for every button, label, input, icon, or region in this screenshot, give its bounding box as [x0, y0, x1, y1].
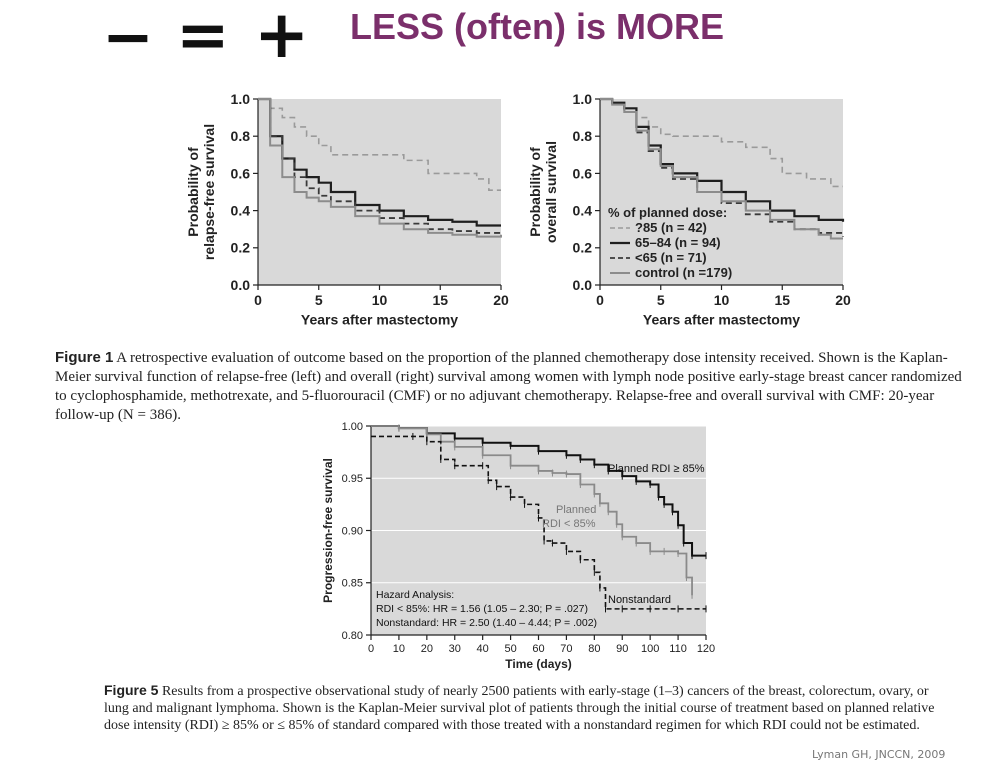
figure5-progression-free-chart: 0.80 0.85 0.90 0.95 1.00 0 10 20 30 40 50 60 70 80 90 1…: [321, 421, 715, 671]
x-tick-label: 15: [432, 292, 448, 308]
y-tick-label: 1.0: [573, 91, 593, 107]
series-line-dash-light: [258, 98, 501, 191]
series-line-dash-light: [600, 98, 843, 188]
y-tick-label: 1.00: [342, 421, 363, 433]
legend-title: % of planned dose:: [608, 205, 727, 220]
figure5-label: Figure 5: [104, 682, 159, 698]
x-tick-label: 5: [315, 292, 323, 308]
x-tick-label: 15: [774, 292, 790, 308]
y-axis-label: overall survival: [543, 141, 559, 243]
x-tick-label: 10: [393, 643, 405, 655]
hazard-analysis-line: RDI < 85%: HR = 1.56 (1.05 – 2.30; P = .…: [376, 603, 588, 615]
y-tick-label: 1.0: [231, 91, 251, 107]
series-line-rdi-low: [371, 425, 693, 596]
x-tick-label: 10: [714, 292, 730, 308]
y-tick-label: 0.8: [231, 128, 251, 144]
y-tick-label: 0.0: [573, 277, 593, 293]
x-tick-label: 0: [596, 292, 604, 308]
legend-label: <65 (n = 71): [635, 250, 707, 265]
x-tick-label: 20: [835, 292, 851, 308]
x-tick-label: 30: [449, 643, 461, 655]
figure1-text: A retrospective evaluation of outcome ba…: [55, 350, 962, 423]
equals-symbol: =: [176, 0, 230, 73]
x-axis-label: Years after mastectomy: [643, 311, 800, 327]
y-tick-label: 0.2: [231, 240, 251, 256]
y-axis-label: Progression-free survival: [321, 458, 335, 603]
x-tick-label: 10: [372, 292, 388, 308]
y-tick-label: 0.90: [342, 525, 363, 537]
y-axis-label: relapse-free survival: [201, 124, 217, 260]
source-citation: Lyman GH, JNCCN, 2009: [812, 748, 946, 761]
x-tick-label: 40: [477, 643, 489, 655]
x-tick-label: 110: [669, 643, 687, 655]
figure1-relapse-free-chart: 0.0 0.2 0.4 0.6 0.8 1.0 0 5 10 15 20 Years after ma…: [185, 91, 509, 327]
x-tick-label: 90: [616, 643, 628, 655]
x-tick-label: 80: [588, 643, 600, 655]
x-tick-label: 50: [504, 643, 516, 655]
y-axis-label: Probability of: [185, 147, 201, 237]
plus-symbol: +: [254, 0, 310, 73]
y-tick-label: 0.8: [573, 128, 593, 144]
hazard-analysis-line: Nonstandard: HR = 2.50 (1.40 – 4.44; P =…: [376, 617, 597, 629]
y-tick-label: 0.80: [342, 630, 363, 642]
figure1-overall-survival-chart: 0.0 0.2 0.4 0.6 0.8 1.0 0 5 10 15 20 Years after ma…: [527, 91, 851, 327]
series-label-rdi-high: Planned RDI ≥ 85%: [608, 463, 705, 475]
series-line-dash-dark: [258, 98, 502, 234]
y-tick-label: 0.6: [573, 165, 593, 181]
series-label-nonstandard: Nonstandard: [608, 594, 671, 606]
x-axis-label: Years after mastectomy: [301, 311, 458, 327]
y-tick-label: 0.85: [342, 578, 363, 590]
y-tick-label: 0.6: [231, 165, 251, 181]
figure1-label: Figure 1: [55, 349, 114, 366]
x-tick-label: 70: [560, 643, 572, 655]
series-line-solid-light: [600, 98, 843, 240]
y-tick-label: 0.4: [231, 203, 251, 219]
series-label-rdi-low: RDI < 85%: [542, 518, 596, 530]
legend-label: control (n =179): [635, 265, 732, 280]
legend-label: 65–84 (n = 94): [635, 235, 721, 250]
legend-label: ?85 (n = 42): [635, 220, 707, 235]
series-line-solid-dark: [600, 97, 845, 222]
x-tick-label: 60: [532, 643, 544, 655]
figure5-caption: Figure 5 Results from a prospective obse…: [104, 682, 944, 734]
x-tick-label: 20: [421, 643, 433, 655]
x-tick-label: 20: [493, 292, 509, 308]
series-line-solid-light: [258, 98, 502, 238]
figure5-text: Results from a prospective observational…: [104, 684, 935, 733]
y-tick-label: 0.4: [573, 203, 593, 219]
hazard-analysis-line: Hazard Analysis:: [376, 589, 454, 601]
x-axis-label: Time (days): [505, 657, 571, 671]
slide-headline: LESS (often) is MORE: [350, 6, 725, 47]
minus-symbol: −: [102, 0, 154, 73]
y-tick-label: 0.95: [342, 473, 363, 485]
x-tick-label: 100: [641, 643, 659, 655]
series-label-rdi-low: Planned: [556, 504, 596, 516]
y-tick-label: 0.0: [231, 277, 251, 293]
figure1-caption: Figure 1 A retrospective evaluation of o…: [55, 348, 970, 425]
x-tick-label: 120: [697, 643, 715, 655]
x-tick-label: 5: [657, 292, 665, 308]
y-tick-label: 0.2: [573, 240, 593, 256]
y-axis-label: Probability of: [527, 147, 543, 237]
x-tick-label: 0: [368, 643, 374, 655]
x-tick-label: 0: [254, 292, 262, 308]
